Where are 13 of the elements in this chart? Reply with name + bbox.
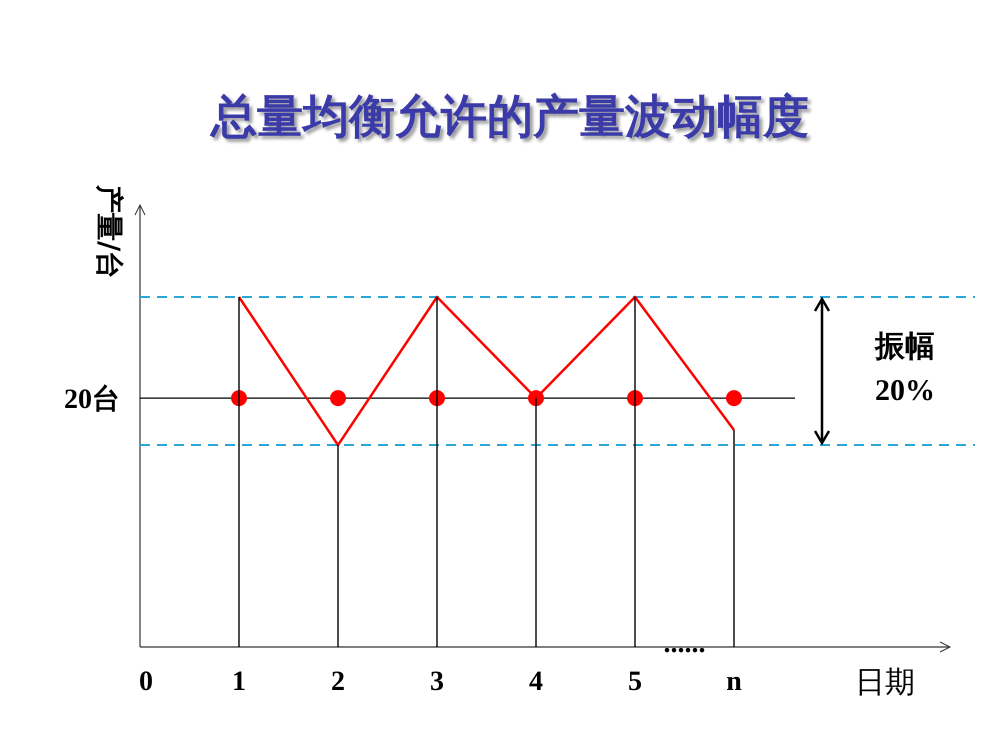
x-tick-label: 5 xyxy=(628,666,642,697)
x-tick-label: 3 xyxy=(430,666,444,697)
x-tick-label: 4 xyxy=(529,666,543,697)
text: 振幅 20% xyxy=(874,330,935,407)
annotation: ...... xyxy=(664,628,706,659)
x-tick-label: 0 xyxy=(139,666,153,697)
ref-line-label: 20台 xyxy=(64,384,120,416)
x-tick-label: 2 xyxy=(331,666,345,697)
x-tick-label: 1 xyxy=(232,666,246,697)
chart-title: 总量均衡允许的产量波动幅度 xyxy=(209,89,809,143)
x-tick-label: n xyxy=(726,666,742,697)
x-axis-title: 日期 xyxy=(855,665,915,700)
y-axis-title: 产量/台 xyxy=(93,184,126,280)
